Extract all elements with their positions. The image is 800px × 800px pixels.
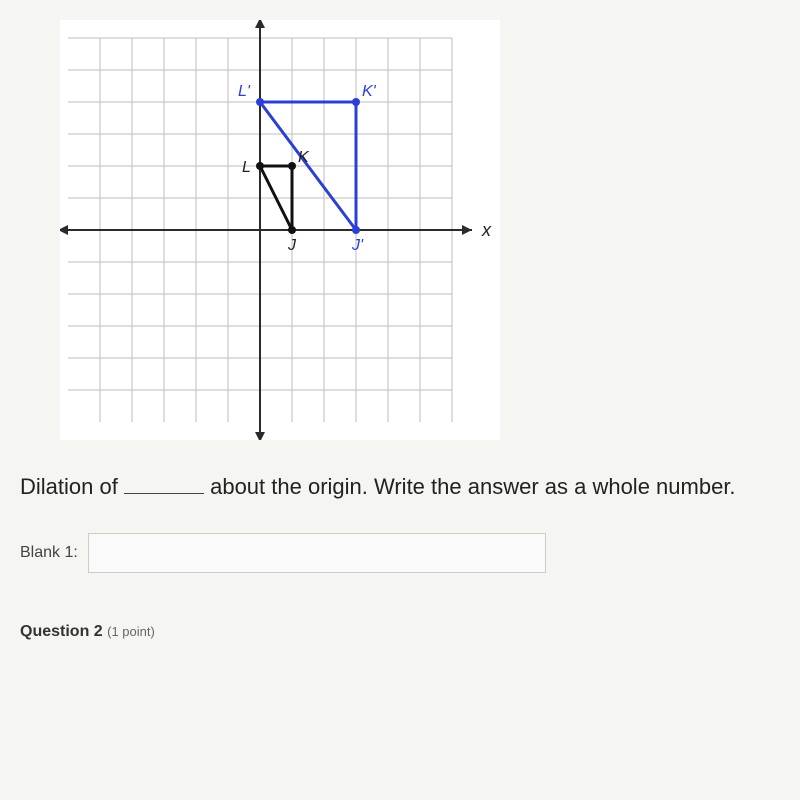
next-question-label: Question 2: [20, 623, 103, 640]
svg-text:K': K': [362, 83, 377, 100]
svg-text:J': J': [351, 237, 364, 254]
prompt-after: about the origin. Write the answer as a …: [210, 474, 735, 499]
graph-svg: xyL'K'J'LKJ: [60, 20, 500, 440]
next-question-header: Question 2 (1 point): [20, 623, 780, 641]
answer-label: Blank 1:: [20, 544, 78, 562]
question-prompt: Dilation of about the origin. Write the …: [20, 470, 780, 503]
answer-row: Blank 1:: [20, 533, 780, 573]
fill-blank: [124, 493, 204, 494]
dilation-graph: xyL'K'J'LKJ: [60, 20, 500, 440]
svg-text:L': L': [238, 83, 251, 100]
svg-text:L: L: [242, 159, 251, 176]
next-question-points: (1 point): [107, 624, 155, 639]
svg-text:J: J: [287, 237, 297, 254]
svg-text:K: K: [298, 149, 310, 166]
svg-text:x: x: [481, 220, 492, 240]
prompt-before: Dilation of: [20, 474, 118, 499]
answer-input[interactable]: [88, 533, 546, 573]
